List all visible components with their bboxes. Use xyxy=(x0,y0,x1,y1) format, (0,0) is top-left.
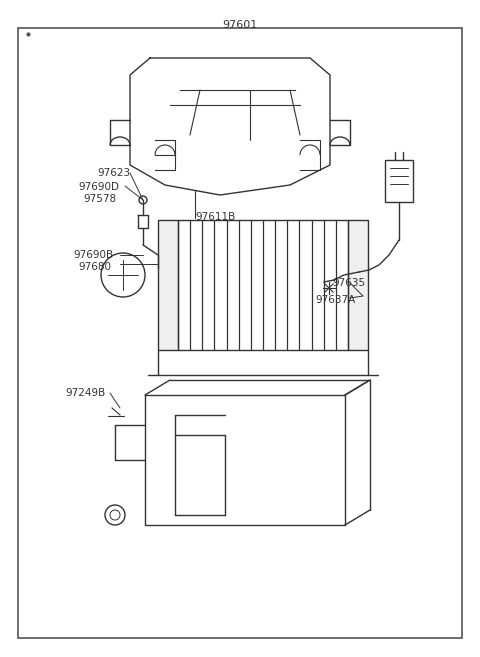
Bar xyxy=(385,160,413,202)
Text: 97623: 97623 xyxy=(97,168,130,178)
Text: 97601: 97601 xyxy=(222,20,258,30)
Bar xyxy=(348,220,368,350)
Text: 97637A: 97637A xyxy=(315,295,355,305)
FancyBboxPatch shape xyxy=(18,28,462,638)
Bar xyxy=(158,220,178,350)
Text: 97690D: 97690D xyxy=(78,182,119,192)
Text: 97690B: 97690B xyxy=(73,250,113,260)
Text: 97611B: 97611B xyxy=(195,212,235,222)
Text: 97680: 97680 xyxy=(78,262,111,272)
Text: 97578: 97578 xyxy=(83,194,116,204)
Text: 97249B: 97249B xyxy=(65,388,105,398)
Text: 97635: 97635 xyxy=(332,278,365,288)
